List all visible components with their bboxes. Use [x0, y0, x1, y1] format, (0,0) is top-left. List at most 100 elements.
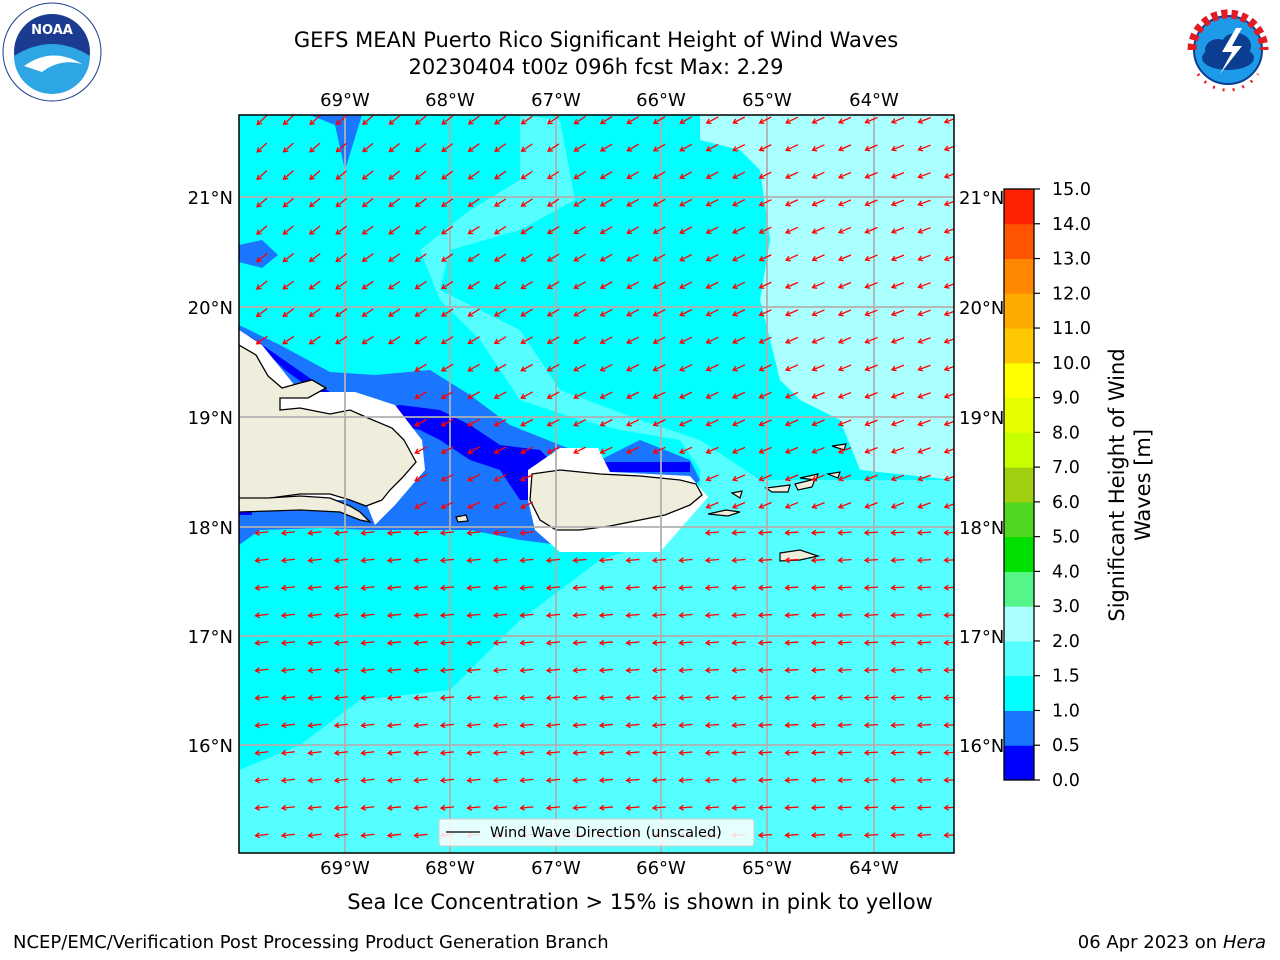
wind-wave-arrow [467, 473, 481, 482]
land-hispaniola [239, 344, 417, 507]
wind-wave-arrow [520, 446, 534, 455]
wind-wave-arrow [810, 612, 826, 619]
wind-wave-arrow [546, 226, 560, 235]
wind-wave-arrow [307, 804, 322, 811]
wind-wave-arrow [360, 529, 375, 536]
wind-wave-arrow [837, 639, 852, 646]
wind-wave-arrow [467, 308, 480, 317]
wind-wave-arrow [360, 832, 375, 839]
wind-wave-arrow [308, 280, 321, 290]
wind-wave-arrow [916, 667, 932, 674]
wind-wave-arrow [943, 145, 954, 152]
wind-wave-arrow [705, 143, 719, 152]
wind-wave-arrow [546, 336, 560, 345]
wind-wave-arrow [917, 474, 931, 482]
wind-wave-arrow [282, 115, 294, 126]
wind-wave-arrow [784, 364, 799, 372]
colorbar-tick-label: 4.0 [1052, 562, 1080, 582]
wind-wave-arrow [492, 722, 508, 729]
wind-wave-arrow [494, 198, 507, 207]
wind-wave-arrow [678, 804, 693, 811]
wind-wave-arrow [837, 749, 852, 756]
wind-wave-arrow [309, 115, 321, 126]
footer-host: Hera [1222, 932, 1266, 953]
wind-wave-arrow [282, 280, 295, 290]
wind-wave-arrow [679, 116, 692, 125]
wind-wave-arrow [441, 198, 454, 207]
wind-wave-arrow [810, 557, 826, 564]
wind-wave-arrow [678, 419, 693, 427]
wind-wave-arrow [572, 557, 587, 564]
wind-wave-arrow [388, 253, 401, 262]
wind-wave-arrow [282, 142, 294, 153]
wind-wave-arrow [386, 639, 402, 646]
colorbar-segment [1004, 501, 1034, 538]
island-vieques [707, 509, 741, 517]
wind-wave-arrow [441, 280, 454, 290]
wind-wave-arrow [520, 281, 533, 290]
wind-wave-arrow [864, 171, 878, 179]
wind-wave-arrow [837, 474, 852, 482]
wind-wave-arrow [890, 419, 905, 427]
wind-wave-arrow [705, 364, 719, 372]
wind-wave-arrow [758, 199, 772, 207]
wind-wave-arrow [651, 584, 667, 591]
colorbar [1003, 188, 1035, 781]
wind-wave-arrow [467, 418, 481, 427]
wind-wave-arrow [811, 309, 825, 317]
wind-wave-arrow [732, 226, 746, 234]
wind-wave-arrow [414, 473, 428, 482]
lat-label-right: 18°N [959, 518, 1004, 539]
wind-wave-arrow [546, 418, 560, 427]
wind-wave-arrow [837, 502, 852, 509]
footer-date-text: 06 Apr 2023 on [1077, 932, 1223, 953]
wind-wave-arrow [361, 280, 374, 290]
colorbar-segment [1004, 606, 1034, 642]
wind-wave-arrow [784, 612, 799, 619]
wind-wave-arrow [890, 832, 905, 839]
wind-wave-arrow [598, 612, 614, 619]
wind-wave-arrow [784, 529, 799, 536]
wind-wave-arrow [255, 252, 268, 263]
wind-wave-arrow [414, 225, 427, 235]
island-mona [455, 514, 469, 523]
wind-wave-arrow [598, 722, 614, 729]
wind-wave-arrow [810, 529, 826, 536]
lon-label-top: 66°W [636, 90, 686, 111]
wind-wave-arrow [890, 804, 905, 811]
wind-wave-arrow [519, 667, 534, 674]
wind-wave-arrow [466, 612, 481, 619]
wind-wave-arrow [943, 612, 954, 619]
wind-wave-arrow [254, 777, 269, 784]
wind-wave-arrow [414, 336, 427, 345]
wind-wave-arrow [679, 364, 693, 372]
lon-label-bottom: 67°W [531, 858, 581, 879]
wind-wave-arrow [890, 694, 905, 701]
wind-wave-arrow [758, 391, 772, 399]
wind-wave-arrow [414, 391, 427, 400]
wind-wave-arrow [863, 667, 879, 674]
wind-wave-arrow [307, 557, 322, 564]
lon-label-top: 64°W [849, 90, 899, 111]
wind-wave-arrow [573, 115, 586, 125]
wind-wave-arrow [599, 226, 613, 235]
wind-wave-arrow [811, 226, 825, 234]
wind-wave-arrow [837, 391, 852, 399]
wind-wave-arrow [757, 584, 773, 591]
wind-wave-arrow [547, 143, 560, 152]
wind-wave-arrow [255, 280, 268, 290]
lon-label-bottom: 69°W [320, 858, 370, 879]
wind-wave-arrow [520, 170, 533, 180]
wind-wave-arrow [598, 694, 614, 701]
wind-wave-arrow [387, 335, 401, 345]
wind-wave-arrow [492, 557, 508, 564]
wind-wave-arrow [362, 142, 374, 153]
wind-wave-arrow [731, 667, 746, 674]
wind-wave-arrow [732, 254, 746, 262]
wind-wave-arrow [492, 529, 508, 536]
wind-wave-arrow [652, 253, 666, 262]
wind-wave-arrow [652, 446, 666, 454]
wind-wave-arrow [837, 281, 852, 289]
wind-wave-arrow [651, 639, 667, 646]
island-st-john [794, 478, 816, 491]
